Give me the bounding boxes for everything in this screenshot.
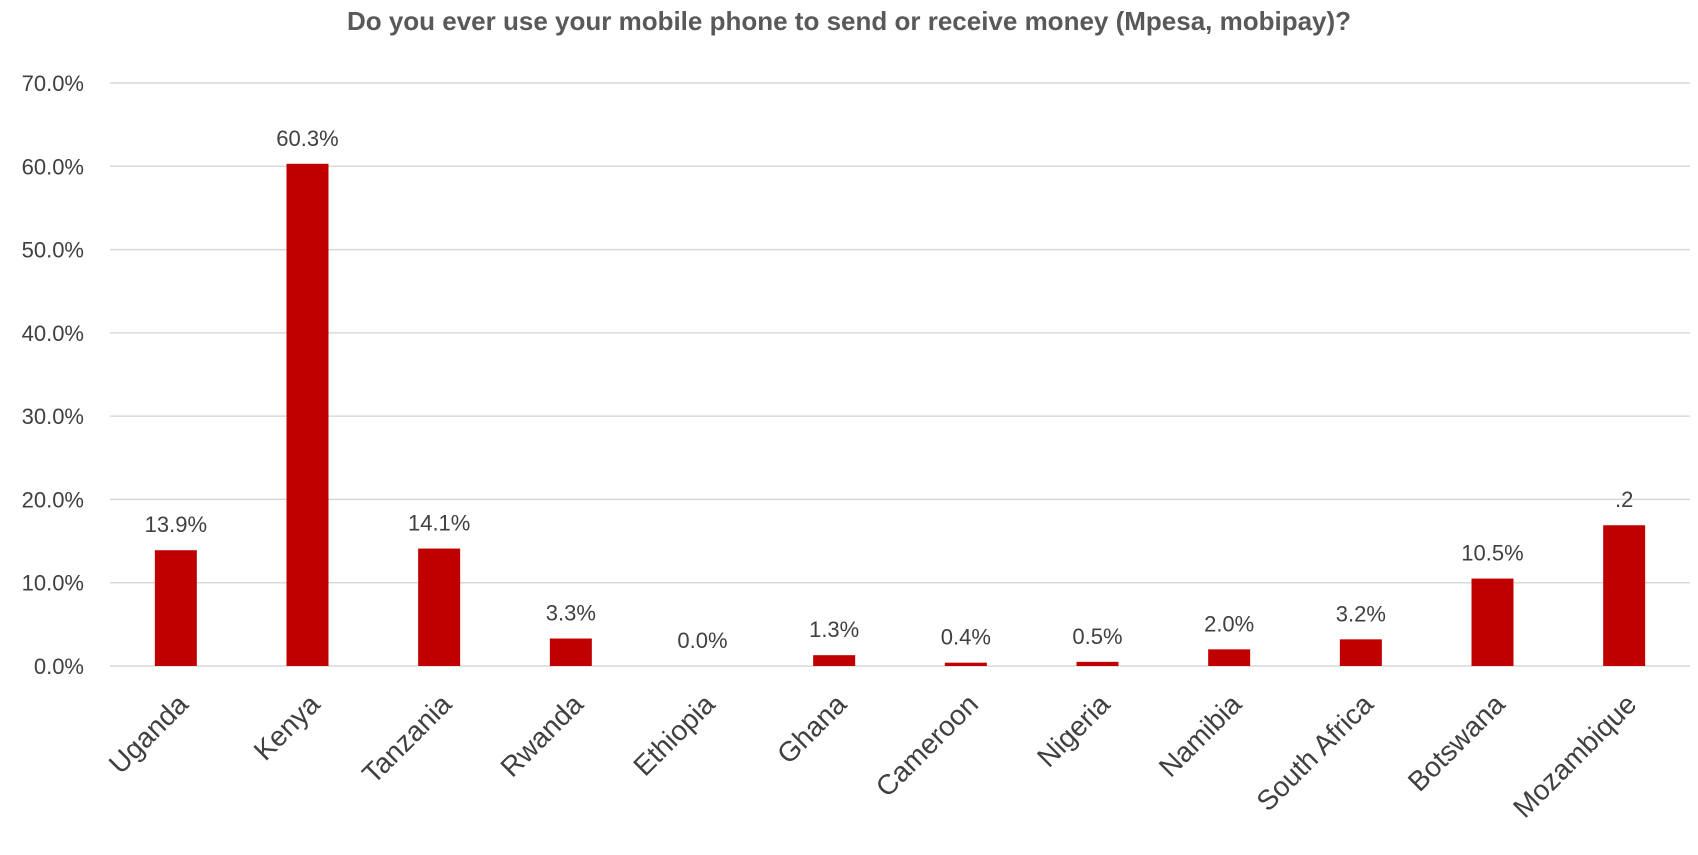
bar <box>1076 661 1119 666</box>
data-label: 14.1% <box>408 511 470 536</box>
chart-title: Do you ever use your mobile phone to sen… <box>346 6 1352 36</box>
x-tick-label: Ghana <box>771 688 853 770</box>
data-label: 0.0% <box>677 628 727 653</box>
y-tick-label: 40.0% <box>22 321 84 346</box>
bar <box>286 163 329 666</box>
x-tick-label: Uganda <box>103 688 195 780</box>
x-tick-label: Mozambique <box>1507 688 1642 823</box>
bar <box>944 662 987 666</box>
data-label: .2 <box>1615 487 1633 512</box>
x-tick-label: Cameroon <box>870 688 984 802</box>
y-tick-label: 30.0% <box>22 404 84 429</box>
bar <box>1471 578 1514 666</box>
data-label: 0.5% <box>1072 624 1122 649</box>
y-tick-label: 70.0% <box>22 71 84 96</box>
data-label: 3.3% <box>546 601 596 626</box>
y-tick-label: 50.0% <box>22 238 84 263</box>
x-tick-label: Kenya <box>248 688 326 766</box>
bar <box>1603 525 1646 666</box>
data-label: 60.3% <box>276 126 338 151</box>
data-label: 13.9% <box>145 512 207 537</box>
x-tick-label: Botswana <box>1402 688 1511 797</box>
data-label: 3.2% <box>1336 601 1386 626</box>
bar <box>154 550 197 666</box>
data-label: 0.4% <box>941 625 991 650</box>
x-tick-label: Ethiopia <box>627 688 721 782</box>
x-tick-label: Tanzania <box>356 688 457 789</box>
x-tick-label: Namibia <box>1153 688 1248 783</box>
bar <box>1208 649 1251 666</box>
bar <box>418 548 461 666</box>
bar <box>549 638 592 666</box>
y-tick-label: 0.0% <box>34 654 84 679</box>
x-tick-label: Rwanda <box>495 688 590 783</box>
data-label: 10.5% <box>1461 541 1523 566</box>
y-tick-label: 20.0% <box>22 487 84 512</box>
y-tick-label: 60.0% <box>22 154 84 179</box>
bar <box>813 655 856 666</box>
y-tick-label: 10.0% <box>22 571 84 596</box>
x-tick-label: Nigeria <box>1031 688 1116 773</box>
data-label: 1.3% <box>809 617 859 642</box>
bar <box>1339 639 1382 666</box>
data-label: 2.0% <box>1204 611 1254 636</box>
x-tick-label: South Africa <box>1250 688 1379 817</box>
